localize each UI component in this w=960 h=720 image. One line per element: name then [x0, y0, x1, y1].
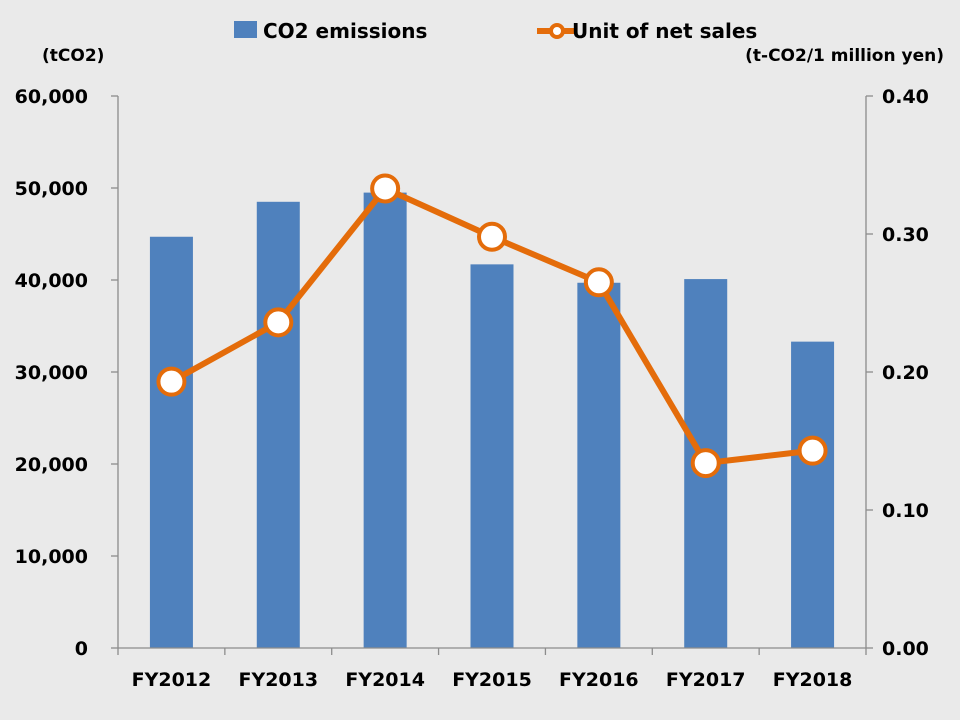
- point-fy2013: [263, 307, 294, 338]
- bar-series: [149, 192, 835, 649]
- x-tick-label: FY2012: [132, 669, 212, 691]
- x-tick-label: FY2015: [452, 669, 532, 691]
- right-tick-label: 0.30: [882, 224, 929, 246]
- bar-fy2014: [363, 192, 407, 648]
- point-fy2016: [583, 267, 614, 298]
- right-axis-unit: (t-CO2/1 million yen): [745, 46, 944, 66]
- bar-fy2015: [470, 264, 514, 648]
- tick-labels: 0 10,000 20,000 30,000 40,000 50,000 60,000 0.0…: [15, 86, 929, 691]
- left-tick-label: 40,000: [15, 270, 88, 292]
- point-fy2015: [477, 221, 507, 252]
- right-tick-label: 0.40: [882, 86, 929, 108]
- point-fy2012: [156, 366, 187, 397]
- left-tick-label: 0: [75, 638, 88, 660]
- x-tick-label: FY2018: [773, 669, 853, 691]
- bar-fy2013: [256, 201, 300, 649]
- right-tick-label: 0.20: [882, 362, 929, 384]
- bar-fy2018: [791, 341, 835, 648]
- legend: CO2 emissions Unit of net sales: [234, 19, 757, 43]
- bar-fy2016: [577, 282, 621, 648]
- left-axis-unit: (tCO2): [42, 46, 104, 66]
- right-tick-label: 0.10: [882, 500, 929, 522]
- axes: [111, 95, 873, 655]
- legend-label-co2: CO2 emissions: [263, 19, 427, 43]
- point-fy2017: [690, 448, 721, 479]
- x-tick-label: FY2016: [559, 669, 639, 691]
- legend-swatch-marker: [549, 23, 565, 39]
- left-tick-label: 10,000: [15, 546, 88, 568]
- point-fy2018: [797, 435, 828, 466]
- bar-fy2012: [149, 236, 193, 648]
- left-tick-label: 20,000: [15, 454, 88, 476]
- x-tick-label: FY2013: [238, 669, 318, 691]
- left-tick-label: 30,000: [15, 362, 88, 384]
- left-tick-label: 60,000: [15, 86, 88, 108]
- point-fy2014: [370, 173, 401, 204]
- legend-label-unit-sales: Unit of net sales: [572, 19, 757, 43]
- legend-swatch-co2: [234, 21, 257, 38]
- right-tick-label: 0.00: [882, 638, 929, 660]
- x-tick-label: FY2017: [666, 669, 746, 691]
- line-series: [156, 173, 828, 479]
- left-tick-label: 50,000: [15, 178, 88, 200]
- x-tick-label: FY2014: [345, 669, 425, 691]
